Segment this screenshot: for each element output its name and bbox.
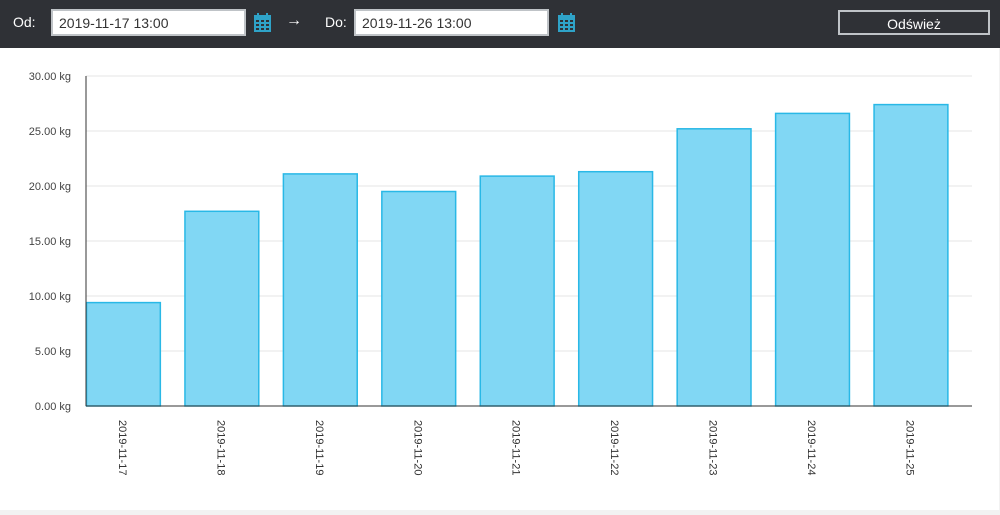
refresh-button[interactable]: Odśwież bbox=[838, 10, 990, 35]
chart-panel: 0.00 kg 5.00 kg 10.00 kg 15.00 kg 20.00 kg 25… bbox=[0, 48, 999, 510]
y-tick-label: 5.00 kg bbox=[35, 346, 71, 358]
bar bbox=[774, 112, 851, 407]
bar bbox=[184, 210, 260, 407]
calendar-icon[interactable] bbox=[558, 13, 575, 32]
x-tick-label: 2019-11-23 bbox=[707, 420, 719, 475]
x-tick-label: 2019-11-18 bbox=[214, 420, 226, 475]
x-tick-label: 2019-11-19 bbox=[313, 420, 325, 475]
bar bbox=[873, 103, 949, 407]
from-date-input[interactable]: 2019-11-17 13:00 bbox=[51, 9, 246, 36]
x-tick-label: 2019-11-25 bbox=[903, 420, 915, 475]
y-tick-label: 25.00 kg bbox=[29, 126, 71, 138]
x-tick-label: 2019-11-22 bbox=[608, 420, 620, 475]
bar bbox=[479, 175, 555, 407]
y-tick-label: 20.00 kg bbox=[29, 181, 71, 193]
x-tick-label: 2019-11-20 bbox=[411, 420, 423, 475]
to-label: Do: bbox=[325, 14, 347, 30]
bar bbox=[381, 190, 457, 407]
calendar-icon[interactable] bbox=[254, 13, 271, 32]
bar bbox=[85, 301, 162, 407]
x-tick-label: 2019-11-24 bbox=[805, 420, 817, 475]
bar bbox=[676, 128, 752, 407]
date-range-toolbar: Od: 2019-11-17 13:00 → Do: 2019-11-26 13… bbox=[0, 0, 1000, 48]
to-date-input[interactable]: 2019-11-26 13:00 bbox=[354, 9, 549, 36]
x-tick-label: 2019-11-17 bbox=[116, 420, 128, 475]
x-tick-label: 2019-11-21 bbox=[510, 420, 522, 475]
y-tick-label: 10.00 kg bbox=[29, 291, 71, 303]
bar bbox=[282, 173, 358, 407]
weight-bar-chart: 0.00 kg 5.00 kg 10.00 kg 15.00 kg 20.00 kg 25… bbox=[29, 71, 972, 475]
y-tick-label: 15.00 kg bbox=[29, 236, 71, 248]
y-tick-label: 0.00 kg bbox=[35, 401, 71, 413]
y-tick-label: 30.00 kg bbox=[29, 71, 71, 83]
bar bbox=[577, 170, 654, 407]
from-label: Od: bbox=[13, 14, 36, 30]
range-arrow: → bbox=[286, 12, 302, 29]
